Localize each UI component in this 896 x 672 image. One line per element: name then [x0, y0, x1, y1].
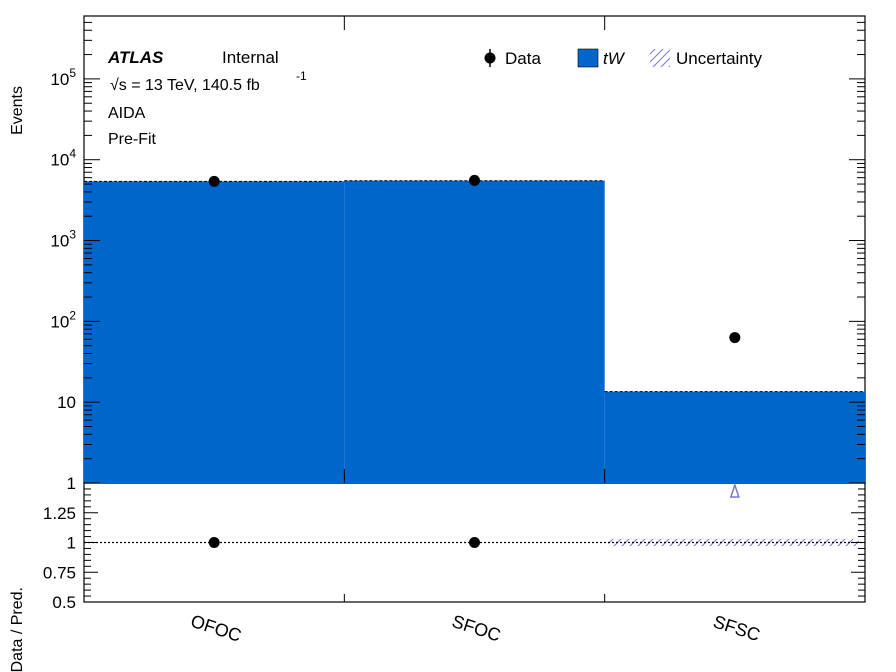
y-tick-label: 104 — [50, 147, 76, 170]
data-point-sfsc — [729, 332, 741, 344]
y-tick-label: 103 — [50, 228, 76, 251]
legend-uncertainty-label: Uncertainty — [676, 49, 762, 68]
ratio-offscale-arrow — [729, 482, 740, 498]
tw-bar-sfsc — [604, 391, 865, 483]
x-tick-label-sfoc: SFOC — [449, 611, 503, 645]
ratio-point-sfoc — [469, 537, 480, 548]
x-tick-label-sfsc: SFSC — [711, 611, 763, 645]
tw-bar-sfoc — [344, 180, 605, 483]
ratio-tick-label: 0.5 — [52, 593, 76, 612]
ratio-tick-label: 0.75 — [43, 563, 76, 582]
legend-tw-label: tW — [603, 49, 626, 68]
tw-bar-ofoc — [84, 181, 345, 483]
status-label: Internal — [222, 48, 279, 67]
legend: Data tW Uncertainty — [484, 48, 762, 68]
ratio-tick-label: 1 — [67, 534, 76, 553]
y-tick-label: 102 — [50, 308, 76, 331]
y-tick-label: 105 — [50, 66, 76, 89]
legend-data-label: Data — [505, 49, 541, 68]
x-tick-label-ofoc: OFOC — [188, 611, 244, 646]
fit-label: Pre-Fit — [108, 131, 157, 148]
legend-tw-swatch — [577, 48, 599, 68]
data-point-sfoc — [469, 174, 480, 186]
atlas-label: ATLAS — [107, 48, 164, 67]
energy-label: √s = 13 TeV, 140.5 fb — [110, 77, 260, 94]
data-point-ofoc — [208, 175, 220, 187]
ratio-y-axis-label: Data / Pred. — [9, 587, 26, 672]
y-tick-label: 1 — [67, 474, 76, 493]
legend-data-marker — [484, 52, 496, 64]
main-y-axis-label: Events — [9, 86, 26, 135]
analysis-label: AIDA — [108, 105, 146, 122]
ratio-tick-label: 1.25 — [43, 504, 76, 523]
legend-uncertainty-swatch — [650, 49, 670, 67]
energy-exponent: -1 — [296, 69, 307, 83]
ratio-point-ofoc — [208, 537, 220, 548]
y-tick-label: 10 — [57, 393, 76, 412]
